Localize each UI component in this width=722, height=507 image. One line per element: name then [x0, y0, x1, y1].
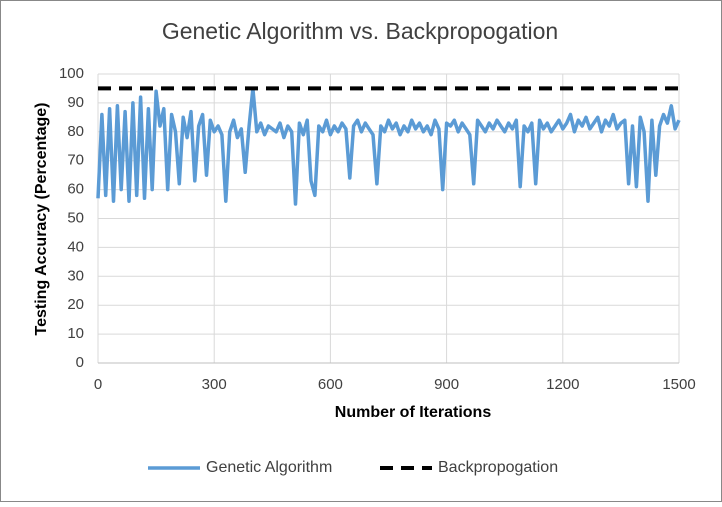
- y-tick-label: 100: [59, 65, 84, 82]
- y-tick-label: 70: [67, 152, 84, 169]
- x-tick-label: 1500: [662, 376, 695, 393]
- series-line: [96, 86, 681, 206]
- y-tick-label: 60: [67, 181, 84, 198]
- x-tick-label: 600: [318, 376, 343, 393]
- x-axis-title: Number of Iterations: [335, 404, 492, 421]
- chart-title: Genetic Algorithm vs. Backpropogation: [162, 18, 558, 44]
- y-tick-label: 80: [67, 123, 84, 140]
- y-tick-label: 10: [67, 325, 84, 342]
- y-tick-label: 50: [67, 209, 84, 226]
- x-tick-label: 900: [434, 376, 459, 393]
- x-tick-label: 1200: [546, 376, 579, 393]
- y-tick-label: 40: [67, 238, 84, 255]
- y-tick-label: 90: [67, 94, 84, 111]
- y-tick-label: 20: [67, 296, 84, 313]
- legend-label: Genetic Algorithm: [206, 459, 332, 476]
- x-tick-label: 0: [94, 376, 102, 393]
- x-tick-label: 300: [202, 376, 227, 393]
- y-axis-title: Testing Accuracy (Percentage): [33, 103, 50, 336]
- y-tick-label: 0: [76, 354, 84, 371]
- y-tick-label: 30: [67, 267, 84, 284]
- legend-label: Backpropogation: [438, 459, 558, 476]
